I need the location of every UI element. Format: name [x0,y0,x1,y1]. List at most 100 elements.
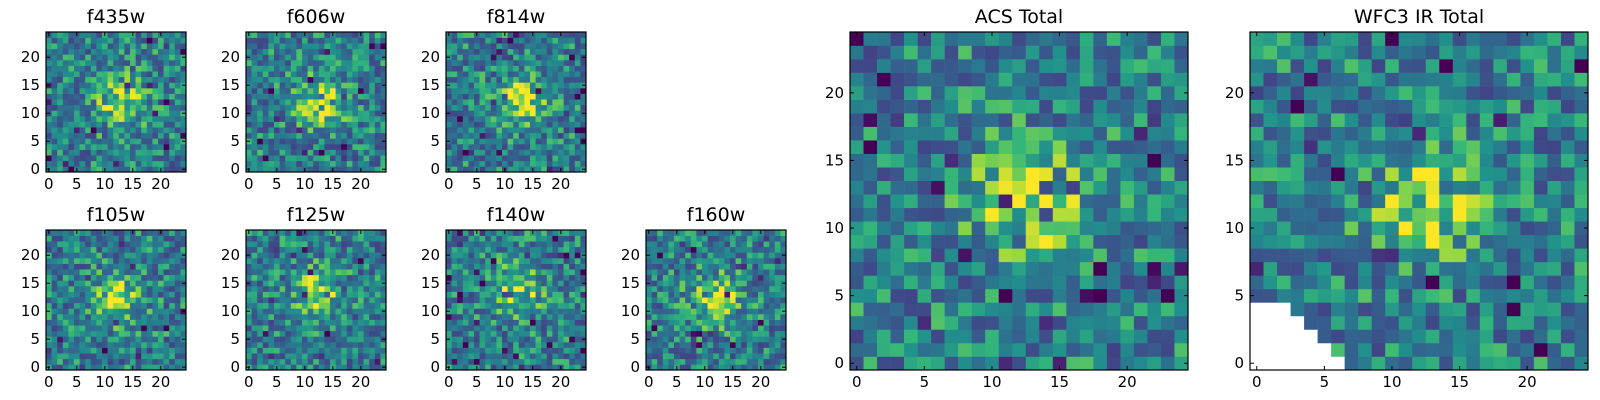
heatmap-cell [735,342,742,348]
heatmap-cell [479,330,486,337]
x-tick-label: 0 [444,373,454,391]
heatmap-cell [68,286,75,292]
heatmap-cell [746,258,753,264]
heatmap-cell [313,127,320,134]
heatmap-cell [563,252,570,259]
heatmap-cell [90,241,97,248]
heatmap-cell [524,32,531,38]
heatmap-cell [580,132,587,139]
heatmap-cell [335,48,342,55]
heatmap-cell [352,37,359,44]
heatmap-cell [257,60,264,66]
heatmap-cell [290,230,297,236]
heatmap-cell [535,149,542,156]
heatmap-cell [374,342,381,348]
heatmap-cell [363,274,370,281]
heatmap-cell [718,291,725,298]
heatmap-cell [313,347,320,354]
heatmap-cell [535,32,542,38]
heatmap-cell [141,60,148,66]
heatmap-cell [380,132,387,139]
heatmap-cell [507,297,514,304]
heatmap-cell [490,252,497,259]
heatmap-cell [474,263,480,270]
heatmap-cell [358,116,364,122]
heatmap-cell [958,194,972,209]
heatmap-cell [124,116,131,122]
heatmap-cell [363,269,370,276]
heatmap-cell [296,48,303,55]
heatmap-cell [330,43,336,50]
heatmap-cell [552,76,559,83]
heatmap-cell [917,356,932,371]
heatmap-cell [535,319,542,326]
heatmap-cell [90,336,97,343]
heatmap-cell [518,319,525,326]
heatmap-cell [651,364,658,371]
heatmap-cell [752,314,759,320]
heatmap-cell [646,314,652,320]
heatmap-cell [474,274,480,281]
heatmap-cell [330,82,336,89]
heatmap-cell [251,54,258,61]
heatmap-cell [68,48,75,55]
heatmap-cell [124,364,131,371]
heatmap-cell [57,48,64,55]
heatmap-cell [574,132,581,139]
heatmap-cell [468,246,475,253]
heatmap-cell [113,263,120,270]
heatmap-cell [169,286,176,292]
heatmap-cell [358,160,364,167]
heatmap-cell [251,252,258,259]
heatmap-cell [118,252,125,259]
heatmap-cell [780,291,787,298]
heatmap-cell [57,71,64,78]
heatmap-cell [662,314,669,320]
heatmap-cell [752,269,759,276]
heatmap-cell [574,314,581,320]
heatmap-cell [113,166,120,173]
heatmap-cell [279,286,286,292]
heatmap-cell [113,54,120,61]
heatmap-cell [113,364,120,371]
heatmap-cell [257,263,264,270]
heatmap-cell [313,144,320,150]
heatmap-cell [113,82,120,89]
heatmap-cell [485,364,492,371]
heatmap-cell [163,269,170,276]
heatmap-cell [324,336,331,343]
heatmap-cell [296,330,303,337]
heatmap-cell [369,93,376,100]
heatmap-cell [530,297,536,304]
heatmap-cell [552,325,559,332]
heatmap-cell [1133,315,1148,330]
heatmap-cell [346,308,353,315]
heatmap-cell [502,43,508,50]
heatmap-cell [1133,167,1148,182]
heatmap-cell [690,353,697,360]
heatmap-cell [251,121,258,128]
heatmap-cell [468,138,475,145]
heatmap-cell [502,314,508,320]
heatmap-cell [135,88,142,94]
heatmap-cell [769,364,776,371]
heatmap-cell [158,71,164,78]
heatmap-cell [68,37,75,44]
heatmap-cell [741,241,748,248]
heatmap-cell [302,37,308,44]
heatmap-cell [251,280,258,287]
heatmap-cell [468,65,475,72]
heatmap-cell [358,93,364,100]
heatmap-cell [302,116,308,122]
heatmap-cell [274,155,280,162]
heatmap-cell [268,43,275,50]
heatmap-cell [690,246,697,253]
heatmap-cell [507,291,514,298]
heatmap-cell [318,358,325,365]
heatmap-cell [546,32,553,38]
heatmap-cell [85,302,92,309]
heatmap-cell [462,54,469,61]
heatmap-cell [569,65,576,72]
heatmap-cell [696,291,703,298]
heatmap-cell [307,291,314,298]
